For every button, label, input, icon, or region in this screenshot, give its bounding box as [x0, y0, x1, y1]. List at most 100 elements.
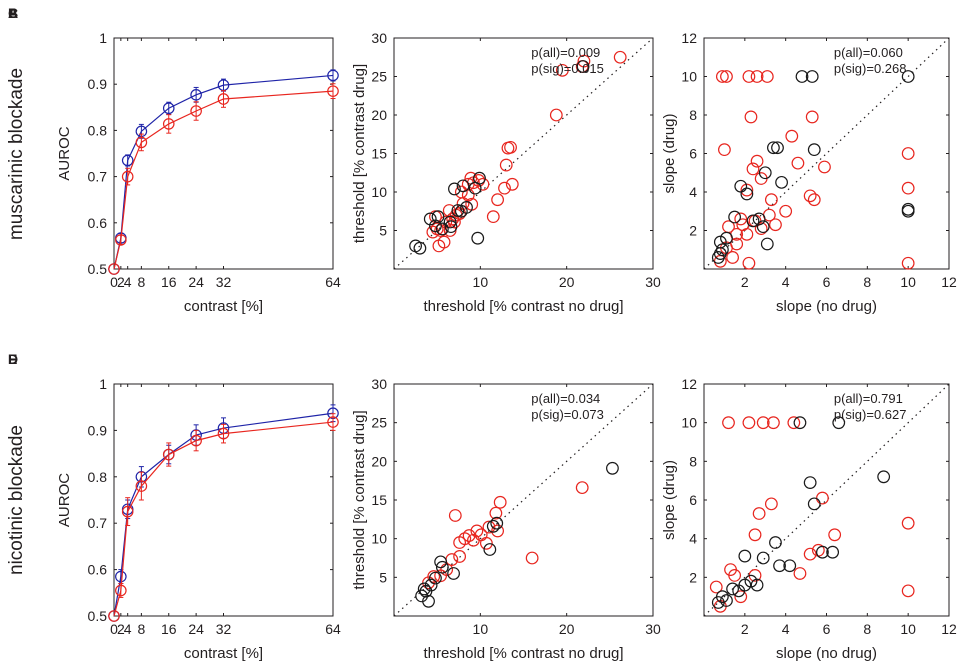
data-point [162, 102, 175, 115]
p-value-annotation: p(sig)=0.268 [834, 61, 907, 76]
x-tick-label: 4 [782, 621, 790, 637]
y-axis-label: AUROC [56, 473, 73, 527]
scatter-point-non-significant [713, 235, 727, 249]
scatter-point-significant [750, 70, 764, 83]
y-tick-label: 4 [689, 531, 697, 547]
scatter-point-non-significant [434, 555, 448, 569]
scatter-point-significant [549, 108, 563, 122]
scatter-point-significant [779, 204, 793, 218]
y-tick-label: 10 [681, 415, 697, 431]
y-tick-label: 20 [371, 107, 387, 123]
scatter-point-significant [453, 536, 467, 549]
x-tick-label: 6 [823, 274, 831, 290]
y-tick-label: 30 [371, 30, 387, 46]
x-tick-label: 10 [900, 621, 916, 637]
scatter-point-significant [448, 215, 461, 229]
scatter-point-significant [525, 551, 539, 565]
scatter-point-significant [756, 416, 770, 430]
scatter-point-significant [764, 497, 778, 511]
scatter-point-significant [501, 141, 515, 155]
y-tick-label: 5 [379, 569, 387, 585]
y-tick-label: 4 [689, 184, 697, 200]
axes-frame [393, 37, 654, 270]
scatter-point-significant [486, 210, 500, 224]
data-point [327, 69, 339, 82]
scatter-point-non-significant [419, 584, 433, 598]
y-tick-label: 0.9 [88, 76, 108, 92]
y-tick-label: 10 [681, 69, 697, 85]
y-tick-label: 6 [689, 146, 697, 162]
scatter-point-significant [742, 70, 756, 83]
data-point [190, 105, 202, 117]
series-line-drug [113, 90, 334, 270]
scatter-point-non-significant [726, 582, 739, 596]
x-axis-label: slope (no drug) [776, 298, 877, 315]
y-tick-label: 0.8 [88, 469, 108, 485]
scatter-point-significant [498, 181, 511, 195]
x-tick-label: 0 [110, 621, 118, 637]
scatter-point-significant [482, 520, 496, 534]
y-axis-label: slope (drug) [661, 113, 678, 193]
scatter-point-significant [769, 218, 782, 232]
p-value-annotation: p(all)=0.791 [834, 391, 903, 406]
scatter-point-significant [785, 129, 799, 143]
scatter-point-significant [791, 156, 805, 170]
scatter-point-non-significant [826, 545, 840, 559]
scatter-point-significant [505, 177, 519, 191]
data-point [217, 427, 230, 440]
data-point [115, 234, 127, 246]
scatter-point-non-significant [807, 497, 821, 511]
scatter-point-non-significant [803, 476, 817, 490]
scatter-point-non-significant [413, 241, 427, 255]
scatter-point-non-significant [715, 590, 729, 604]
scatter-point-significant [734, 212, 748, 226]
x-tick-label: 2 [117, 621, 125, 637]
data-point [108, 263, 120, 275]
y-tick-label: 12 [681, 376, 697, 392]
scatter-point-non-significant [422, 594, 435, 608]
scatter-point-non-significant [447, 567, 460, 580]
scatter-point-non-significant [431, 210, 445, 224]
scatter-point-non-significant [448, 182, 461, 196]
row-label-muscarinic: muscarinic blockade [6, 68, 27, 240]
scatter-point-significant [744, 110, 758, 124]
data-point [115, 584, 127, 597]
y-tick-label: 12 [681, 30, 697, 46]
x-tick-label: 20 [559, 274, 575, 290]
scatter-point-non-significant [752, 212, 766, 226]
x-tick-label: 4 [782, 274, 790, 290]
scatter-point-non-significant [576, 60, 590, 73]
scatter-point-non-significant [606, 461, 619, 475]
scatter-point-significant [499, 158, 513, 172]
panel-letter: A [8, 5, 18, 21]
scatter-point-non-significant [715, 243, 729, 257]
scatter-point-significant [805, 110, 819, 124]
scatter-point-non-significant [456, 179, 470, 193]
y-tick-label: 25 [371, 69, 387, 85]
x-tick-label: 30 [645, 621, 661, 637]
scatter-point-significant [901, 147, 915, 160]
data-point [162, 448, 175, 461]
scatter-point-significant [760, 70, 774, 83]
scatter-point-significant [728, 569, 742, 582]
scatter-point-significant [734, 590, 748, 604]
scatter-point-non-significant [795, 70, 809, 83]
scatter-point-non-significant [720, 231, 733, 245]
x-tick-label: 2 [117, 274, 125, 290]
y-tick-label: 0.5 [88, 608, 108, 624]
scatter-point-non-significant [756, 220, 770, 234]
scatter-point-significant [803, 547, 817, 561]
scatter-point-non-significant [877, 470, 891, 484]
identity-line [703, 383, 950, 617]
scatter-point-non-significant [760, 237, 774, 251]
scatter-point-significant [476, 177, 490, 191]
scatter-point-non-significant [483, 543, 497, 556]
y-tick-label: 8 [689, 107, 697, 123]
scatter-point-significant [726, 251, 739, 264]
identity-line [393, 37, 654, 270]
data-point [135, 136, 148, 149]
x-tick-label: 16 [161, 621, 177, 637]
